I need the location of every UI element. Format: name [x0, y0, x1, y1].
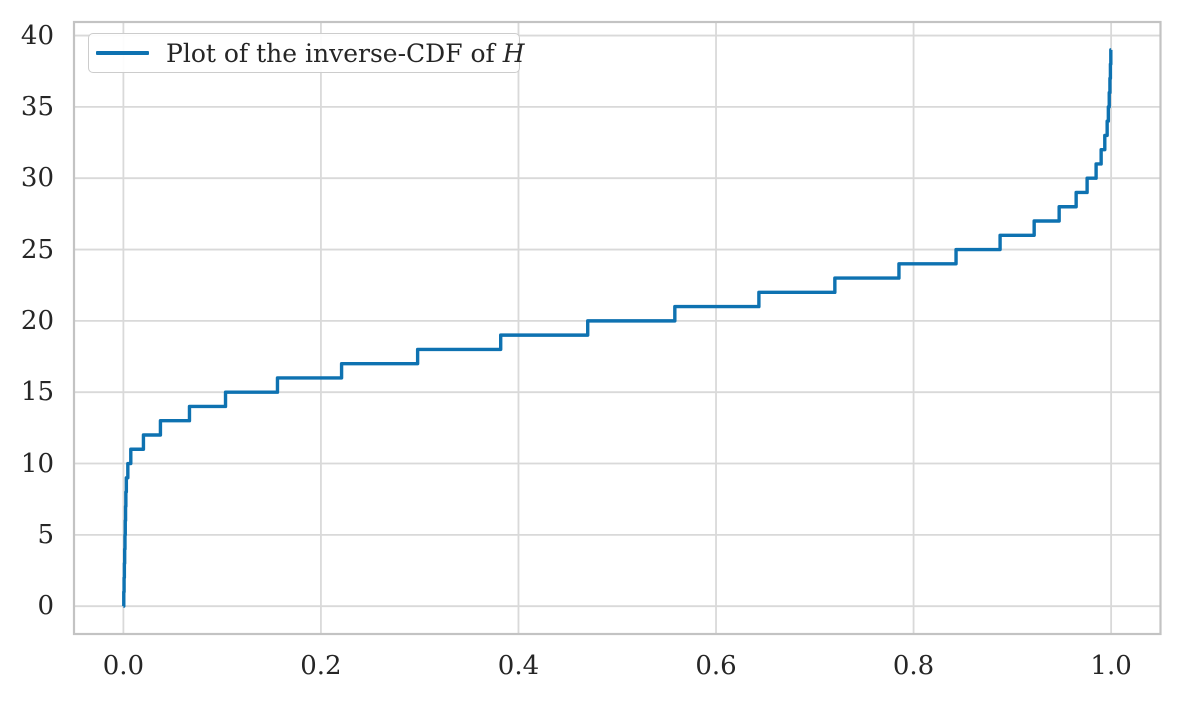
legend-label-prefix: Plot of the inverse-CDF of: [166, 38, 503, 68]
legend-label: Plot of the inverse-CDF of H: [166, 39, 525, 68]
y-tick-label: 20: [20, 305, 54, 336]
x-tick-label: 0.6: [695, 651, 737, 681]
legend-math-symbol: H: [502, 38, 525, 68]
x-tick-label: 1.0: [1090, 651, 1132, 681]
x-tick-label: 0.2: [300, 651, 342, 681]
y-tick-label: 15: [20, 377, 54, 408]
y-tick-label: 5: [37, 519, 54, 550]
y-tick-label: 30: [20, 163, 54, 194]
y-tick-label: 0: [37, 591, 54, 622]
axes-border: [72, 20, 1162, 636]
y-tick-label: 10: [20, 448, 54, 479]
legend: Plot of the inverse-CDF of H: [88, 33, 525, 73]
inverse-cdf-step-line: [122, 48, 1113, 608]
y-tick-label: 35: [20, 91, 54, 122]
x-tick-label: 0.0: [102, 651, 145, 681]
x-tick-label: 0.8: [892, 651, 935, 681]
y-tick-label: 40: [20, 20, 54, 51]
y-tick-label: 25: [20, 234, 54, 265]
legend-line-sample: [96, 51, 149, 55]
x-tick-label: 0.4: [497, 651, 540, 681]
